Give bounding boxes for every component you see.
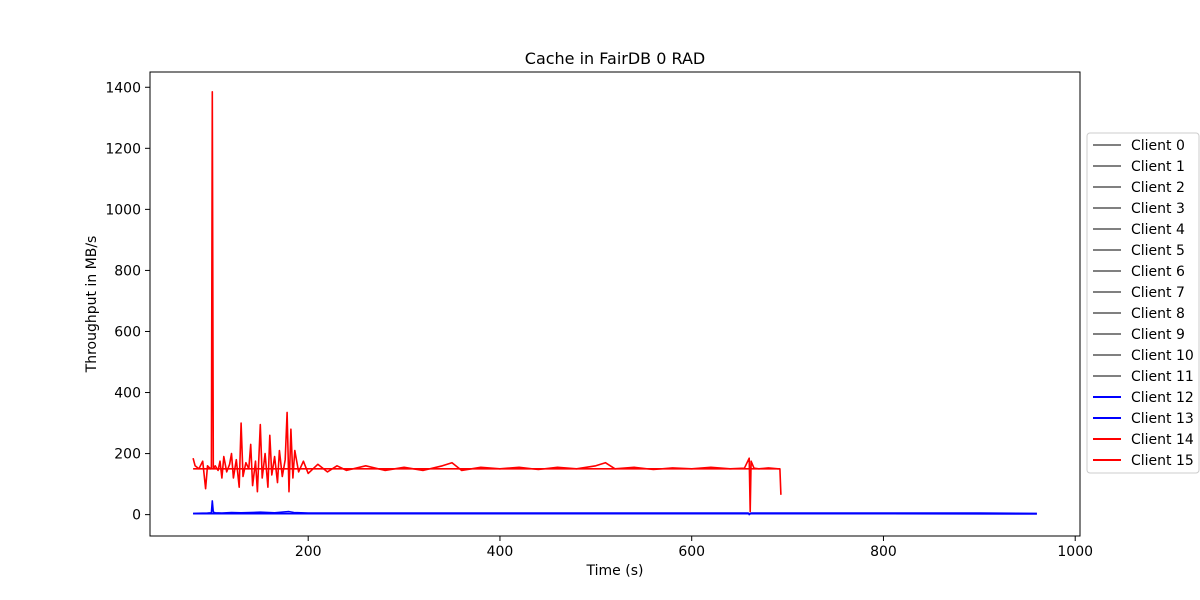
y-tick-label: 0 xyxy=(132,508,141,524)
legend-entry: Client 6 xyxy=(1131,264,1185,280)
y-tick-label: 200 xyxy=(114,447,141,463)
legend-entry: Client 13 xyxy=(1131,411,1194,427)
x-axis: 200 400 600 800 1000 xyxy=(295,536,1093,560)
y-tick-label: 1000 xyxy=(105,202,141,218)
legend-entry: Client 2 xyxy=(1131,180,1185,196)
legend-entry: Client 3 xyxy=(1131,201,1185,217)
legend-entry: Client 7 xyxy=(1131,285,1185,301)
y-axis-label: Throughput in MB/s xyxy=(84,236,100,374)
legend-entry: Client 8 xyxy=(1131,306,1185,322)
x-tick-label: 600 xyxy=(678,544,705,560)
x-tick-label: 200 xyxy=(295,544,322,560)
legend-entry: Client 12 xyxy=(1131,390,1194,406)
legend-entry: Client 5 xyxy=(1131,243,1185,259)
legend-entry: Client 4 xyxy=(1131,222,1185,238)
series-line-client-12 xyxy=(193,500,1037,516)
y-tick-label: 1400 xyxy=(105,80,141,96)
legend: Client 0 Client 1 Client 2 Client 3 Client 4… xyxy=(1086,132,1200,474)
y-tick-label: 800 xyxy=(114,263,141,279)
legend-box xyxy=(1086,132,1200,474)
y-tick-label: 400 xyxy=(114,386,141,402)
plot-area xyxy=(149,71,1081,537)
x-tick-label: 1000 xyxy=(1057,544,1093,560)
legend-entry: Client 1 xyxy=(1131,159,1185,175)
legend-entry: Client 11 xyxy=(1131,369,1194,385)
series-layer xyxy=(192,91,1037,516)
chart-title: Cache in FairDB 0 RAD xyxy=(525,49,705,68)
y-tick-label: 1200 xyxy=(105,141,141,157)
legend-entry: Client 9 xyxy=(1131,327,1185,343)
y-axis: 0 200 400 600 800 1000 1200 1400 xyxy=(105,80,150,524)
x-tick-label: 400 xyxy=(487,544,514,560)
legend-entry: Client 0 xyxy=(1131,138,1185,154)
legend-entry: Client 15 xyxy=(1131,453,1194,469)
y-tick-label: 600 xyxy=(114,324,141,340)
legend-entry: Client 10 xyxy=(1131,348,1194,364)
legend-entry: Client 14 xyxy=(1131,432,1194,448)
x-axis-label: Time (s) xyxy=(586,563,644,579)
series-line-client-14 xyxy=(192,91,782,513)
x-tick-label: 800 xyxy=(870,544,897,560)
